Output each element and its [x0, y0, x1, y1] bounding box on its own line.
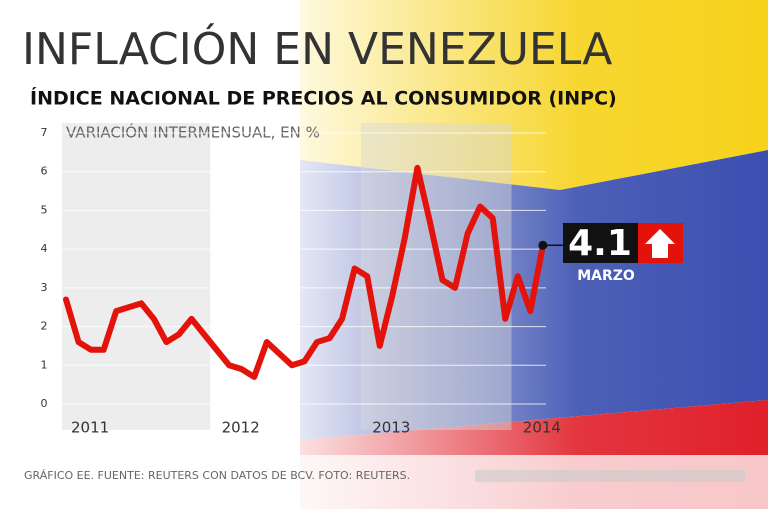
x-tick-label: 2012 [222, 419, 260, 437]
callout-value: 4.1 [568, 223, 632, 264]
up-arrow [645, 229, 675, 258]
y-tick-label: 0 [41, 397, 48, 410]
data-line [63, 164, 546, 380]
y-tick-label: 7 [41, 126, 48, 139]
y-tick-label: 2 [41, 320, 48, 333]
footer-bar [475, 470, 745, 482]
y-tick-label: 3 [41, 281, 48, 294]
y-axis-label: VARIACIÓN INTERMENSUAL, EN % [66, 123, 320, 142]
source: GRÁFICO EE. FUENTE: REUTERS CON DATOS DE… [24, 469, 410, 482]
callout-box [563, 223, 638, 263]
x-tick-label: 2014 [523, 419, 561, 437]
last-point [538, 240, 548, 250]
chart-subtitle: ÍNDICE NACIONAL DE PRECIOS AL CONSUMIDOR… [30, 87, 617, 110]
x-tick-label: 2013 [372, 419, 410, 437]
y-tick-label: 1 [41, 358, 48, 371]
year-band [62, 123, 211, 430]
x-tick-label: 2011 [71, 419, 109, 437]
y-tick-label: 4 [41, 242, 48, 255]
y-tick-label: 5 [41, 203, 48, 216]
y-tick-label: 6 [41, 165, 48, 178]
year-band [360, 123, 512, 430]
callout-month: MARZO [577, 268, 635, 284]
chart-title: INFLACIÓN EN VENEZUELA [22, 22, 612, 75]
